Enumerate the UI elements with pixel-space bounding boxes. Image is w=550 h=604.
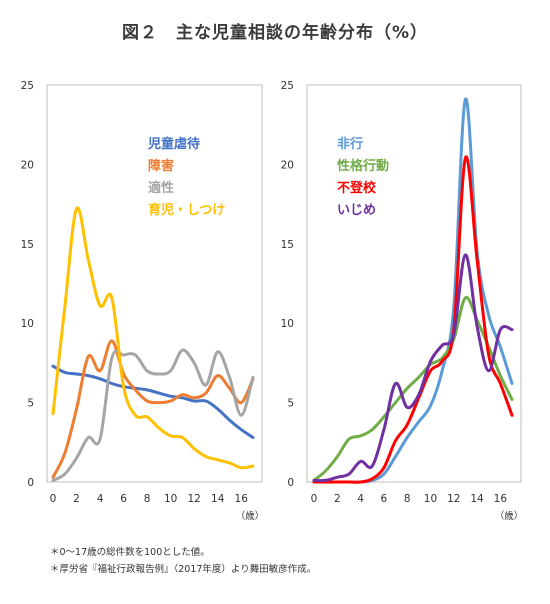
legend-entry: 適性 <box>148 180 174 196</box>
series-line <box>51 339 255 479</box>
x-tick-label: 4 <box>97 493 104 505</box>
x-tick-label: 14 <box>211 493 225 505</box>
footnote-2: ＊厚労省『福祉行政報告例』（2017年度）より舞田敏彦作成。 <box>50 564 317 575</box>
y-tick-label: 15 <box>21 239 34 251</box>
y-tick-label: 5 <box>27 398 34 410</box>
y-tick-label: 10 <box>21 318 34 330</box>
x-axis-unit: （歳） <box>495 510 524 522</box>
x-tick-label: 0 <box>311 493 318 505</box>
series-line <box>312 253 514 483</box>
x-tick-label: 12 <box>447 493 460 505</box>
series-line <box>51 364 255 439</box>
series-line <box>51 348 255 482</box>
footnotes: ＊0～17歳の総件数を100とした値。 ＊厚労省『福祉行政報告例』（2017年度… <box>50 544 316 578</box>
legend-entry: いじめ <box>337 203 376 218</box>
series-line <box>312 97 514 484</box>
x-tick-label: 8 <box>404 493 411 505</box>
y-tick-label: 25 <box>21 80 34 92</box>
series-line <box>51 206 255 470</box>
x-axis-unit: （歳） <box>236 510 265 522</box>
y-tick-label: 15 <box>281 239 294 251</box>
chart-title: 図２ 主な児童相談の年齢分布（%） <box>121 23 429 43</box>
legend-entry: 育児・しつけ <box>148 202 225 218</box>
series-line <box>312 295 514 482</box>
x-tick-label: 14 <box>470 493 484 505</box>
footnote-1: ＊0～17歳の総件数を100とした値。 <box>50 547 210 558</box>
y-tick-label: 10 <box>281 318 294 330</box>
y-tick-label: 0 <box>287 477 294 489</box>
x-tick-label: 10 <box>424 493 437 505</box>
y-tick-label: 0 <box>27 477 34 489</box>
x-tick-label: 8 <box>144 493 151 505</box>
legend-entry: 不登校 <box>337 180 377 196</box>
x-tick-label: 0 <box>50 493 57 505</box>
x-tick-label: 6 <box>381 493 388 505</box>
y-tick-label: 25 <box>281 80 294 92</box>
y-tick-label: 20 <box>281 159 294 171</box>
x-tick-label: 4 <box>357 493 364 505</box>
y-tick-label: 5 <box>287 398 294 410</box>
x-tick-label: 10 <box>164 493 177 505</box>
y-tick-label: 20 <box>21 159 34 171</box>
x-tick-label: 16 <box>494 493 508 505</box>
plot-frame <box>46 84 263 483</box>
legend-entry: 性格行動 <box>337 158 389 174</box>
x-tick-label: 12 <box>187 493 200 505</box>
x-tick-label: 16 <box>235 493 249 505</box>
legend-entry: 児童虐待 <box>147 136 200 152</box>
plot-frame <box>306 84 522 483</box>
x-tick-label: 6 <box>120 493 127 505</box>
x-tick-label: 2 <box>73 493 80 505</box>
legend-entry: 非行 <box>337 136 363 152</box>
legend-entry: 障害 <box>148 158 174 174</box>
x-tick-label: 2 <box>334 493 341 505</box>
